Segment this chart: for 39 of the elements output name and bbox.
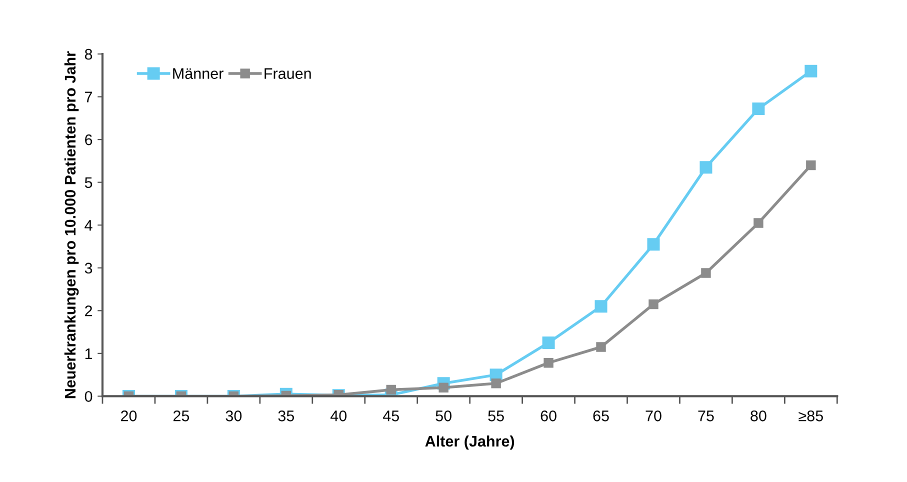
x-tick-label: 35: [278, 410, 294, 422]
x-tick-label: 65: [593, 410, 609, 422]
x-tick-label: 80: [750, 410, 766, 422]
x-tick-label: 55: [488, 410, 504, 422]
x-tick-label: 25: [173, 410, 190, 422]
point: [596, 342, 606, 352]
y-tick-label: 1: [85, 348, 92, 359]
point: [752, 102, 765, 115]
point: [804, 64, 818, 78]
point: [648, 299, 658, 310]
point: [594, 300, 608, 313]
point: [544, 358, 554, 368]
x-tick-label: 45: [382, 410, 399, 422]
x-tick-label: 50: [436, 410, 452, 422]
point: [754, 218, 764, 228]
y-tick-label: 7: [85, 92, 92, 102]
x-tick-label: 20: [121, 410, 137, 422]
x-tick-label: ≥85: [798, 410, 823, 422]
y-tick-label: 3: [84, 262, 92, 274]
x-tick-label: 40: [330, 410, 347, 422]
point: [806, 160, 816, 170]
legend-label: Männer: [173, 68, 224, 79]
x-tick-label: 30: [226, 410, 242, 422]
point: [700, 161, 712, 174]
y-tick-label: 8: [84, 48, 92, 60]
y-axis-title: Neuerkrankungen pro 10.000 Patienten pro Jahr: [64, 51, 79, 398]
point: [647, 238, 660, 251]
y-tick-label: 5: [84, 177, 92, 188]
x-tick-label: 60: [540, 410, 556, 422]
y-tick-label: 2: [85, 306, 92, 316]
point: [701, 268, 711, 278]
x-axis-title: Alter (Jahre): [425, 435, 514, 450]
y-tick-label: 6: [85, 134, 92, 146]
y-tick-label: 0: [84, 391, 92, 402]
x-tick-label: 75: [698, 410, 714, 422]
point: [542, 336, 555, 349]
x-tick-label: 70: [646, 410, 662, 422]
legend-label: Frauen: [264, 68, 311, 79]
y-tick-label: 4: [84, 220, 92, 231]
